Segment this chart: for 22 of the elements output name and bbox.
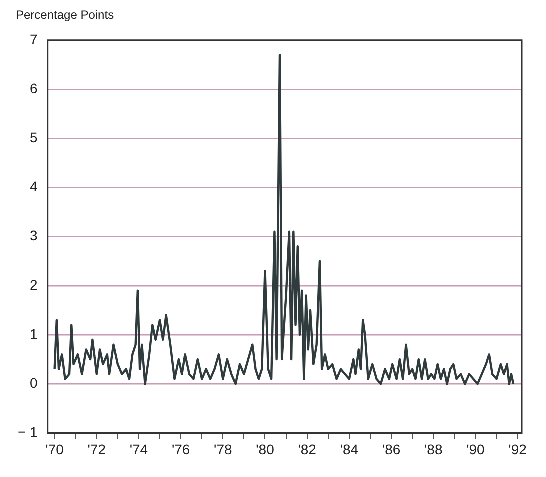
- y-tick-label: 2: [30, 276, 38, 293]
- x-tick-label: '92: [508, 441, 528, 458]
- y-tick-label: 0: [30, 374, 38, 391]
- x-tick-label: '80: [256, 441, 275, 458]
- x-tick-label: '76: [172, 441, 190, 458]
- x-tick-label: '72: [88, 441, 106, 458]
- x-tick-label: '90: [466, 441, 486, 458]
- y-tick-label: 3: [30, 228, 38, 244]
- y-tick-label: 1: [30, 326, 38, 342]
- y-tick-label: − 1: [18, 424, 38, 440]
- x-tick-label: '84: [340, 441, 359, 458]
- x-tick-label: '82: [298, 441, 317, 458]
- y-axis-title: Percentage Points: [15, 8, 116, 22]
- x-tick-label: '78: [214, 441, 232, 458]
- y-tick-label: 7: [30, 31, 38, 48]
- x-tick-label: '70: [46, 441, 64, 458]
- y-tick-label: 4: [30, 178, 38, 195]
- x-tick-label: '86: [382, 441, 401, 458]
- x-tick-label: '74: [130, 441, 148, 458]
- x-tick-label: '88: [424, 441, 443, 458]
- y-tick-label: 5: [30, 129, 38, 146]
- y-tick-label: 6: [30, 80, 38, 96]
